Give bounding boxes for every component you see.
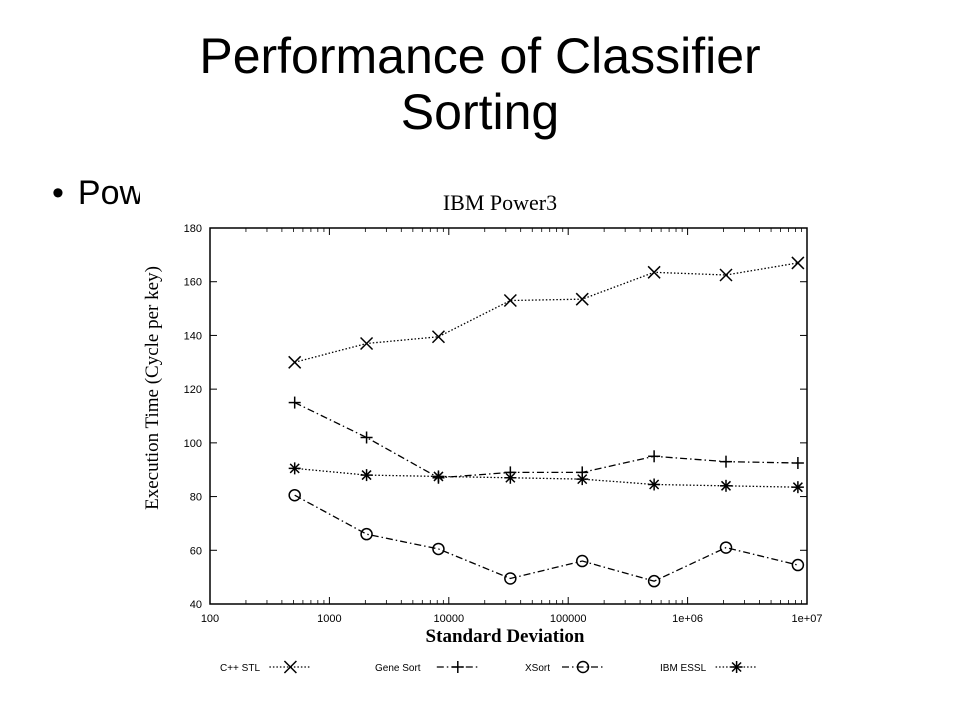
y-tick-label: 60 bbox=[190, 545, 202, 557]
marker-stroke bbox=[504, 572, 517, 585]
marker-stroke bbox=[647, 265, 661, 279]
data-point-cpp-stl bbox=[431, 330, 445, 344]
data-point-xsort bbox=[575, 554, 589, 568]
data-point-xsort bbox=[647, 574, 661, 588]
data-point-cpp-stl bbox=[719, 268, 733, 282]
data-point-ibm-essl bbox=[432, 470, 445, 483]
legend-label-xsort: XSort bbox=[525, 663, 550, 674]
marker-stroke bbox=[791, 558, 805, 572]
legend-marker-gene-sort bbox=[451, 661, 464, 673]
series-group bbox=[288, 256, 805, 588]
marker-stroke bbox=[575, 554, 589, 568]
marker-stroke bbox=[433, 471, 444, 482]
data-point-cpp-stl bbox=[360, 336, 374, 351]
y-tick-label: 100 bbox=[184, 438, 202, 450]
x-tick-label: 1e+06 bbox=[672, 613, 703, 625]
series-line-xsort bbox=[294, 494, 799, 582]
marker-stroke bbox=[576, 660, 590, 674]
plot-frame bbox=[209, 227, 808, 605]
legend-marker-ibm-essl bbox=[730, 661, 743, 673]
marker-stroke bbox=[288, 355, 302, 369]
x-tick-label: 10000 bbox=[434, 613, 465, 625]
data-point-gene-sort bbox=[720, 455, 733, 468]
y-tick-label: 160 bbox=[184, 277, 202, 289]
data-point-xsort bbox=[288, 488, 301, 502]
data-point-cpp-stl bbox=[791, 256, 805, 270]
y-tick-label: 120 bbox=[184, 384, 202, 396]
marker-stroke bbox=[792, 482, 803, 493]
legend-label-gene-sort: Gene Sort bbox=[375, 663, 421, 674]
marker-stroke bbox=[503, 293, 517, 308]
marker-stroke bbox=[575, 292, 589, 306]
marker-stroke bbox=[288, 488, 301, 502]
marker-stroke bbox=[577, 474, 588, 485]
data-point-ibm-essl bbox=[576, 473, 589, 486]
x-axis-label: Standard Deviation bbox=[426, 626, 585, 647]
marker-stroke bbox=[432, 542, 445, 556]
slide-title-line2: Sorting bbox=[400, 84, 560, 140]
legend-label-ibm-essl: IBM ESSL bbox=[660, 663, 707, 674]
legend-marker-xsort bbox=[576, 660, 590, 674]
data-point-xsort bbox=[432, 542, 445, 556]
slide-title-line1: Performance of Classifier bbox=[199, 28, 761, 84]
marker-stroke bbox=[719, 268, 733, 282]
marker-stroke bbox=[361, 470, 372, 481]
data-point-gene-sort bbox=[288, 396, 301, 409]
x-tick-label: 100 bbox=[201, 613, 219, 625]
series-line-ibm-essl bbox=[294, 467, 798, 488]
chart-container: IBM Power3 Execution Time (Cycle per key… bbox=[140, 180, 840, 680]
data-point-cpp-stl bbox=[575, 292, 589, 306]
data-point-ibm-essl bbox=[360, 469, 373, 482]
series-line-gene-sort bbox=[294, 401, 798, 479]
y-tick-label: 80 bbox=[190, 492, 202, 504]
marker-stroke bbox=[505, 472, 516, 483]
chart-title: IBM Power3 bbox=[443, 190, 557, 215]
bullet-dot-icon: • bbox=[52, 174, 64, 212]
marker-stroke bbox=[720, 480, 732, 491]
data-point-ibm-essl bbox=[288, 462, 301, 475]
legend-marker-cpp-stl bbox=[283, 660, 297, 674]
bullet-item: • Pow bbox=[52, 174, 144, 213]
marker-stroke bbox=[791, 256, 805, 270]
data-point-xsort bbox=[360, 527, 373, 541]
y-tick-label: 40 bbox=[190, 599, 202, 611]
bullet-text: Pow bbox=[77, 174, 145, 212]
marker-stroke bbox=[719, 541, 733, 554]
legend-label-cpp-stl: C++ STL bbox=[220, 663, 260, 674]
marker-stroke bbox=[283, 660, 297, 674]
data-point-cpp-stl bbox=[288, 355, 302, 369]
data-point-gene-sort bbox=[648, 450, 661, 463]
y-tick-label: 140 bbox=[184, 330, 202, 342]
data-point-gene-sort bbox=[791, 457, 804, 469]
x-tick-label: 1000 bbox=[317, 613, 341, 625]
data-point-cpp-stl bbox=[503, 293, 517, 308]
x-tick-label: 1e+07 bbox=[792, 613, 823, 625]
series-line-cpp-stl bbox=[294, 262, 798, 363]
data-point-ibm-essl bbox=[791, 481, 804, 494]
y-axis-label: Execution Time (Cycle per key) bbox=[142, 266, 163, 510]
data-point-gene-sort bbox=[360, 431, 373, 444]
chart-svg: IBM Power3 Execution Time (Cycle per key… bbox=[142, 190, 823, 674]
axes-group: 40 60 80 100 120 140 160 180 100 1000 10000 100000 1… bbox=[184, 223, 823, 625]
marker-stroke bbox=[731, 661, 742, 673]
x-tick-label: 100000 bbox=[550, 613, 587, 625]
marker-stroke bbox=[649, 479, 660, 490]
data-point-xsort bbox=[504, 572, 517, 585]
data-point-xsort bbox=[791, 558, 805, 572]
marker-stroke bbox=[431, 330, 445, 344]
data-point-ibm-essl bbox=[648, 478, 661, 491]
data-point-ibm-essl bbox=[504, 471, 517, 484]
marker-stroke bbox=[647, 574, 661, 588]
marker-stroke bbox=[360, 527, 373, 541]
marker-stroke bbox=[289, 463, 300, 474]
data-point-ibm-essl bbox=[720, 479, 733, 492]
marker-stroke bbox=[360, 336, 374, 351]
legend: C++ STL Gene Sort XSort IBM ESSL bbox=[220, 660, 758, 674]
y-tick-label: 180 bbox=[184, 223, 202, 235]
data-point-xsort bbox=[719, 541, 733, 554]
slide-title: Performance of Classifier Sorting bbox=[0, 28, 960, 140]
data-point-cpp-stl bbox=[647, 265, 661, 279]
